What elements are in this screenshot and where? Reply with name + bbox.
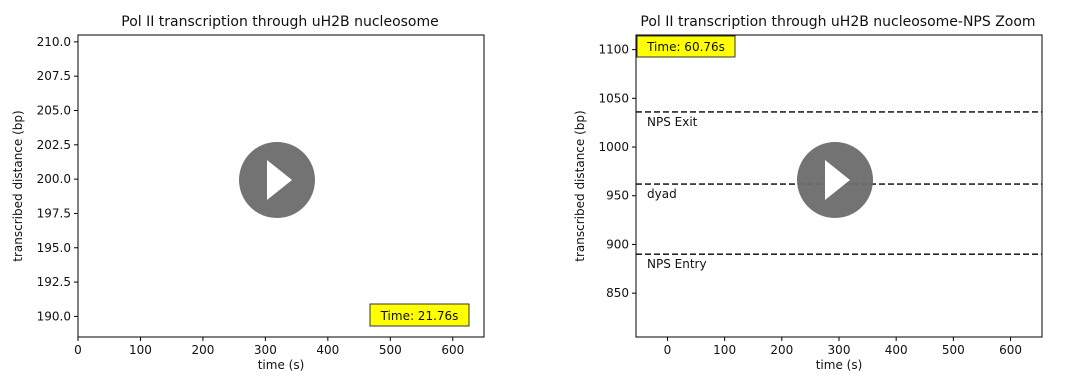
y-tick-label: 950 [606,189,629,203]
y-axis: 190.0 192.5 195.0 197.5 200.0 202.5 205.0 207.5… [37,35,78,323]
play-button[interactable] [239,142,315,218]
x-tick-label: 600 [441,343,464,357]
chart-title: Pol II transcription through uH2B nucleo… [121,14,439,30]
play-icon[interactable] [267,160,292,200]
x-tick-label: 200 [770,343,793,357]
y-tick-label: 192.5 [37,275,71,289]
time-box: Time: 60.76s [636,35,736,58]
y-tick-label: 202.5 [37,138,71,152]
x-tick-label: 0 [664,343,672,357]
x-tick-label: 600 [999,343,1022,357]
y-tick-label: 190.0 [37,309,71,323]
y-tick-label: 207.5 [37,69,71,83]
time-label: Time: 21.76s [380,309,459,323]
chart-title: Pol II transcription through uH2B nucleo… [640,14,1035,30]
chart-nps-zoom: Pol II transcription through uH2B nucleo… [573,14,1043,372]
y-tick-label: 200.0 [37,172,71,186]
time-box-background [369,303,470,327]
time-box-background [636,35,736,58]
y-tick-label: 195.0 [37,241,71,255]
x-tick-label: 500 [942,343,965,357]
time-box: Time: 21.76s [369,303,470,327]
y-tick-label: 850 [606,286,629,300]
y-axis-label: transcribed distance (bp) [573,110,587,261]
y-tick-label: 900 [606,237,629,251]
y-axis: 850 900 950 1000 1050 1100 [598,43,636,300]
x-axis-label: time (s) [816,358,863,372]
y-axis-label: transcribed distance (bp) [11,110,25,261]
y-tick-label: 210.0 [37,35,71,49]
y-tick-label: 197.5 [37,206,71,220]
x-tick-label: 100 [129,343,152,357]
play-button[interactable] [797,142,873,218]
x-axis: 0 100 200 300 400 500 600 [74,337,464,357]
x-tick-label: 500 [379,343,402,357]
x-tick-label: 400 [885,343,908,357]
chart-uh2b-nucleosome: Pol II transcription through uH2B nucleo… [11,14,485,372]
plot-frame [77,34,485,338]
x-axis: 0 100 200 300 400 500 600 [664,337,1022,357]
x-tick-label: 0 [74,343,82,357]
x-tick-label: 200 [191,343,214,357]
x-tick-label: 100 [713,343,736,357]
time-label: Time: 60.76s [646,40,725,54]
y-tick-label: 205.0 [37,104,71,118]
y-tick-label: 1050 [598,91,629,105]
x-tick-label: 300 [828,343,851,357]
y-tick-label: 1100 [598,43,629,57]
play-icon[interactable] [825,160,850,200]
y-tick-label: 1000 [598,140,629,154]
reference-line-label: dyad [647,187,677,201]
reference-line-label: NPS Exit [647,115,698,129]
x-tick-label: 400 [316,343,339,357]
x-tick-label: 300 [254,343,277,357]
reference-lines: NPS Exit dyad NPS Entry [636,111,1042,271]
x-axis-label: time (s) [258,358,305,372]
reference-line-label: NPS Entry [647,257,707,271]
